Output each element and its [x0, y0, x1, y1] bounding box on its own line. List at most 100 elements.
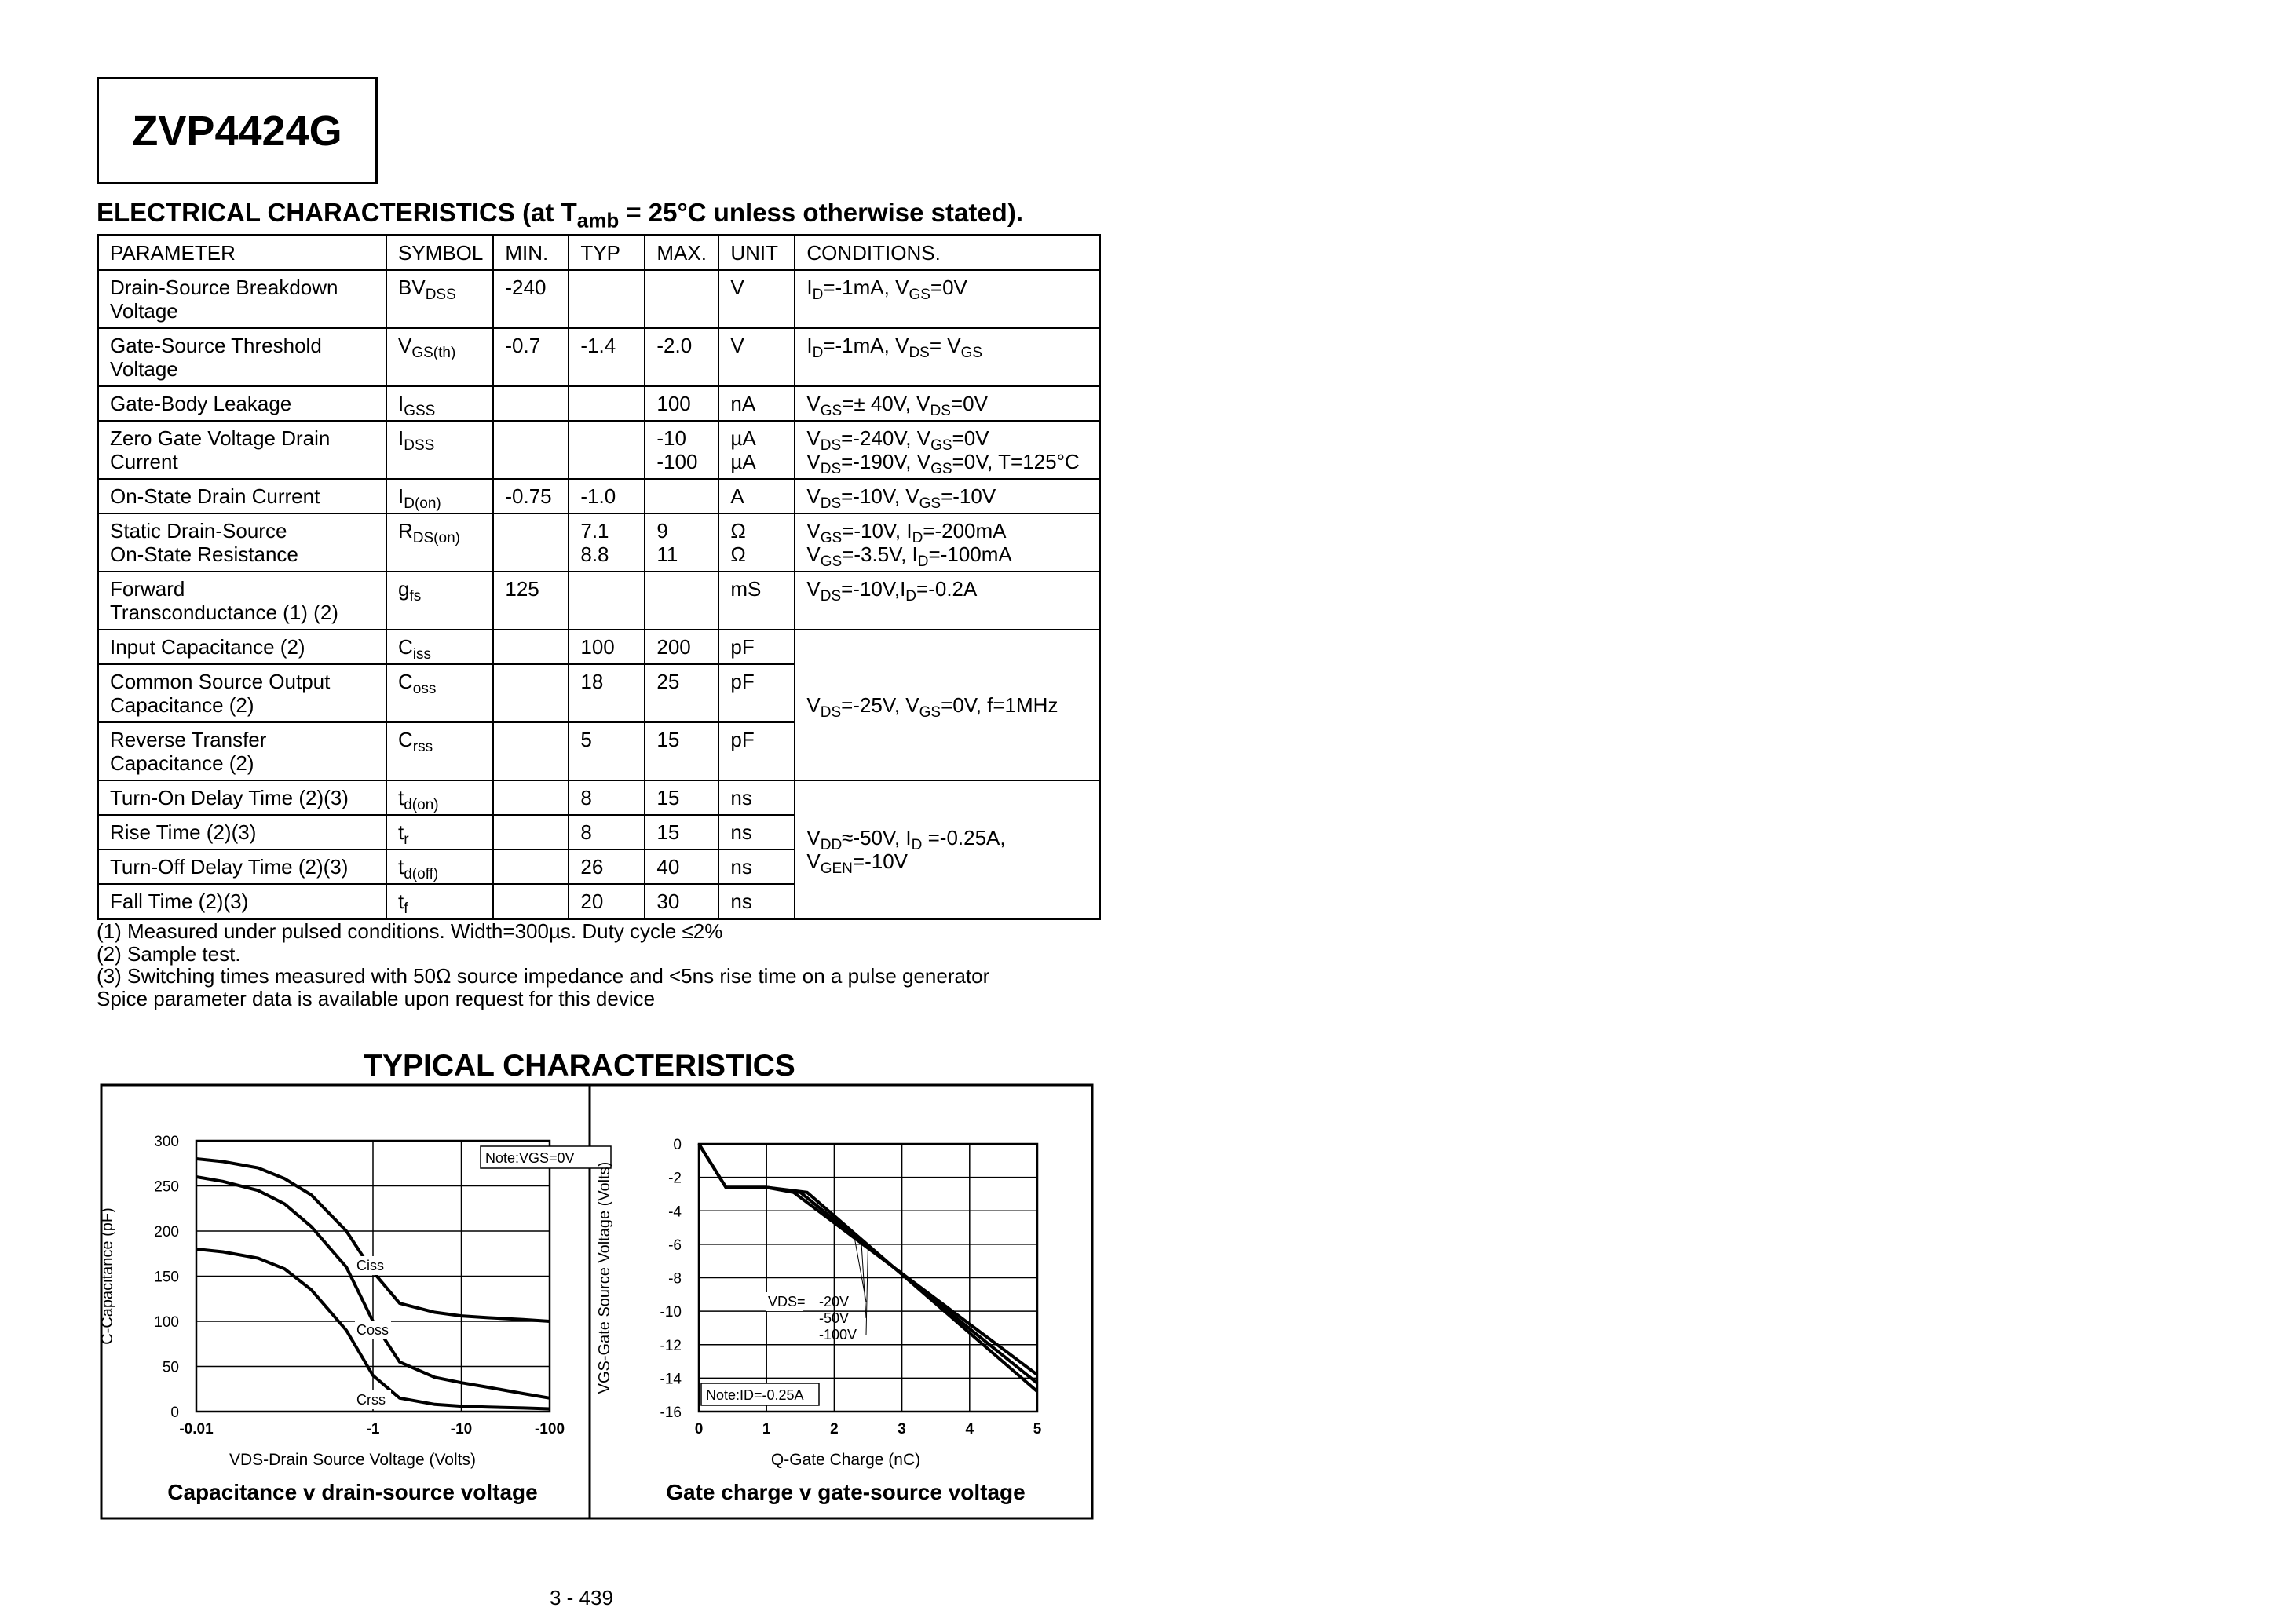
annotation-bg — [766, 1292, 803, 1311]
table-cell: IDSS — [385, 420, 495, 480]
text: =-10V — [941, 484, 996, 508]
part-number: ZVP4424G — [97, 77, 378, 184]
table-cell: Gate-Body Leakage — [97, 385, 387, 422]
subscript: DS — [820, 437, 842, 454]
text: 11 — [656, 542, 678, 566]
text: Zero Gate Voltage Drain Current — [110, 426, 331, 473]
text: 8 — [580, 786, 592, 809]
table-cell: ns — [718, 883, 796, 920]
x-tick-label: 2 — [830, 1421, 839, 1438]
line: Transconductance (1) (2) — [110, 601, 376, 624]
table-cell: ns — [718, 849, 796, 885]
text: =-190V, V — [841, 450, 931, 473]
text: 9 — [656, 519, 668, 542]
table-cell: ID(on) — [385, 478, 495, 514]
text: g — [398, 577, 410, 601]
text: 18 — [580, 670, 604, 693]
table-cell: VGS(th) — [385, 327, 495, 387]
line: On-State Resistance — [110, 542, 376, 566]
note: Spice parameter data is available upon r… — [97, 986, 656, 1010]
table-cell: V — [718, 269, 796, 329]
table-cell: 7.1 8.8 — [568, 513, 646, 572]
table-cell: tf — [385, 883, 495, 920]
table-cell: -1.4 — [568, 327, 646, 387]
subscript: DSS — [425, 287, 456, 303]
table-cell: 30 — [644, 883, 720, 920]
y-axis-label: VGS-Gate Source Voltage (Volts) — [596, 1162, 613, 1394]
subscript: GS — [820, 553, 843, 570]
annotation: Coss — [356, 1322, 389, 1338]
text: MAX. — [656, 241, 707, 265]
table-cell: tr — [385, 814, 495, 850]
table-cell: Input Capacitance (2) — [97, 629, 387, 665]
table-cell — [568, 420, 646, 480]
subscript: D — [917, 553, 929, 570]
text: V — [806, 450, 821, 473]
table-cell: ID=-1mA, VDS= VGS — [794, 327, 1101, 387]
annotation-bg — [355, 1321, 391, 1339]
line: 11 — [656, 542, 708, 566]
header-cell: MIN. — [492, 234, 570, 271]
chart-title: Capacitance v drain-source voltage — [167, 1480, 538, 1504]
charts-frame — [100, 1083, 1094, 1520]
y-tick-label: -4 — [668, 1204, 682, 1220]
table-cell — [492, 420, 570, 480]
table-cell — [492, 513, 570, 572]
subscript: GS — [820, 530, 843, 546]
text: =-3.5V, I — [842, 542, 918, 566]
line: µA — [730, 450, 784, 473]
table-row: Fall Time (2)(3) tf 20 30 ns — [97, 883, 1100, 920]
text: V — [806, 392, 821, 415]
text: Gate-Body Leakage — [110, 392, 292, 415]
line: VGS=-10V, ID=-200mA — [806, 519, 1089, 546]
table-cell: ID=-1mA, VGS=0V — [794, 269, 1101, 329]
x-tick-label: -100 — [535, 1421, 565, 1438]
line: Ω — [730, 519, 784, 542]
subscript: r — [404, 831, 409, 848]
text: t — [398, 855, 404, 879]
text: PARAMETER — [110, 241, 236, 265]
table-cell — [644, 571, 720, 630]
text: 125 — [505, 577, 539, 601]
y-tick-label: -16 — [660, 1405, 682, 1421]
subscript: GS — [909, 287, 930, 303]
table-cell: ns — [718, 814, 796, 850]
text: Common Source Output Capacitance (2) — [110, 670, 331, 717]
table-row: Gate-Source Threshold Voltage VGS(th) -0.7… — [97, 327, 1101, 387]
text: ELECTRICAL CHARACTERISTICS (at T — [97, 198, 577, 227]
text: =-10V,I — [841, 577, 906, 601]
text: 15 — [656, 820, 680, 844]
text: =-10V, I — [842, 519, 912, 542]
text: UNIT — [730, 241, 779, 265]
x-tick-label: 4 — [966, 1421, 974, 1438]
table-cell: nA — [718, 385, 796, 422]
table-row: Common Source Output Capacitance (2) Coss… — [97, 663, 1100, 723]
text: t — [398, 820, 404, 844]
note-box — [700, 1383, 820, 1406]
table-cell: Common Source Output Capacitance (2) — [97, 663, 387, 723]
subscript: amb — [576, 208, 620, 232]
text: =-1mA, V — [823, 334, 909, 357]
text: t — [398, 890, 404, 913]
x-tick-label: 0 — [695, 1421, 704, 1438]
text: 8 — [580, 820, 592, 844]
subscript: GS — [930, 461, 952, 477]
subscript: GS(th) — [411, 345, 456, 361]
text: V — [806, 484, 821, 508]
plot-frame — [195, 1139, 551, 1413]
text: Transconductance (1) (2) — [110, 601, 338, 624]
text: ns — [730, 786, 752, 809]
text: Turn-Off Delay Time (2)(3) — [110, 855, 349, 879]
table-cell: BVDSS — [385, 269, 495, 329]
header-row: PARAMETER SYMBOL MIN. TYP MAX. UNIT CONDITIONS… — [97, 234, 1101, 271]
section-title: ELECTRICAL CHARACTERISTICS (at Tamb = 25… — [97, 198, 1023, 233]
text: Ω — [730, 519, 746, 542]
text: ns — [730, 855, 752, 879]
table-cell: µA µA — [718, 420, 796, 480]
table-row: Rise Time (2)(3) tr 8 15 ns — [97, 814, 1100, 850]
line: VGEN=-10V — [806, 849, 1089, 876]
text: V — [806, 577, 821, 601]
table-cell: -0.7 — [492, 327, 570, 387]
text: =-0.25A, — [922, 826, 1006, 849]
